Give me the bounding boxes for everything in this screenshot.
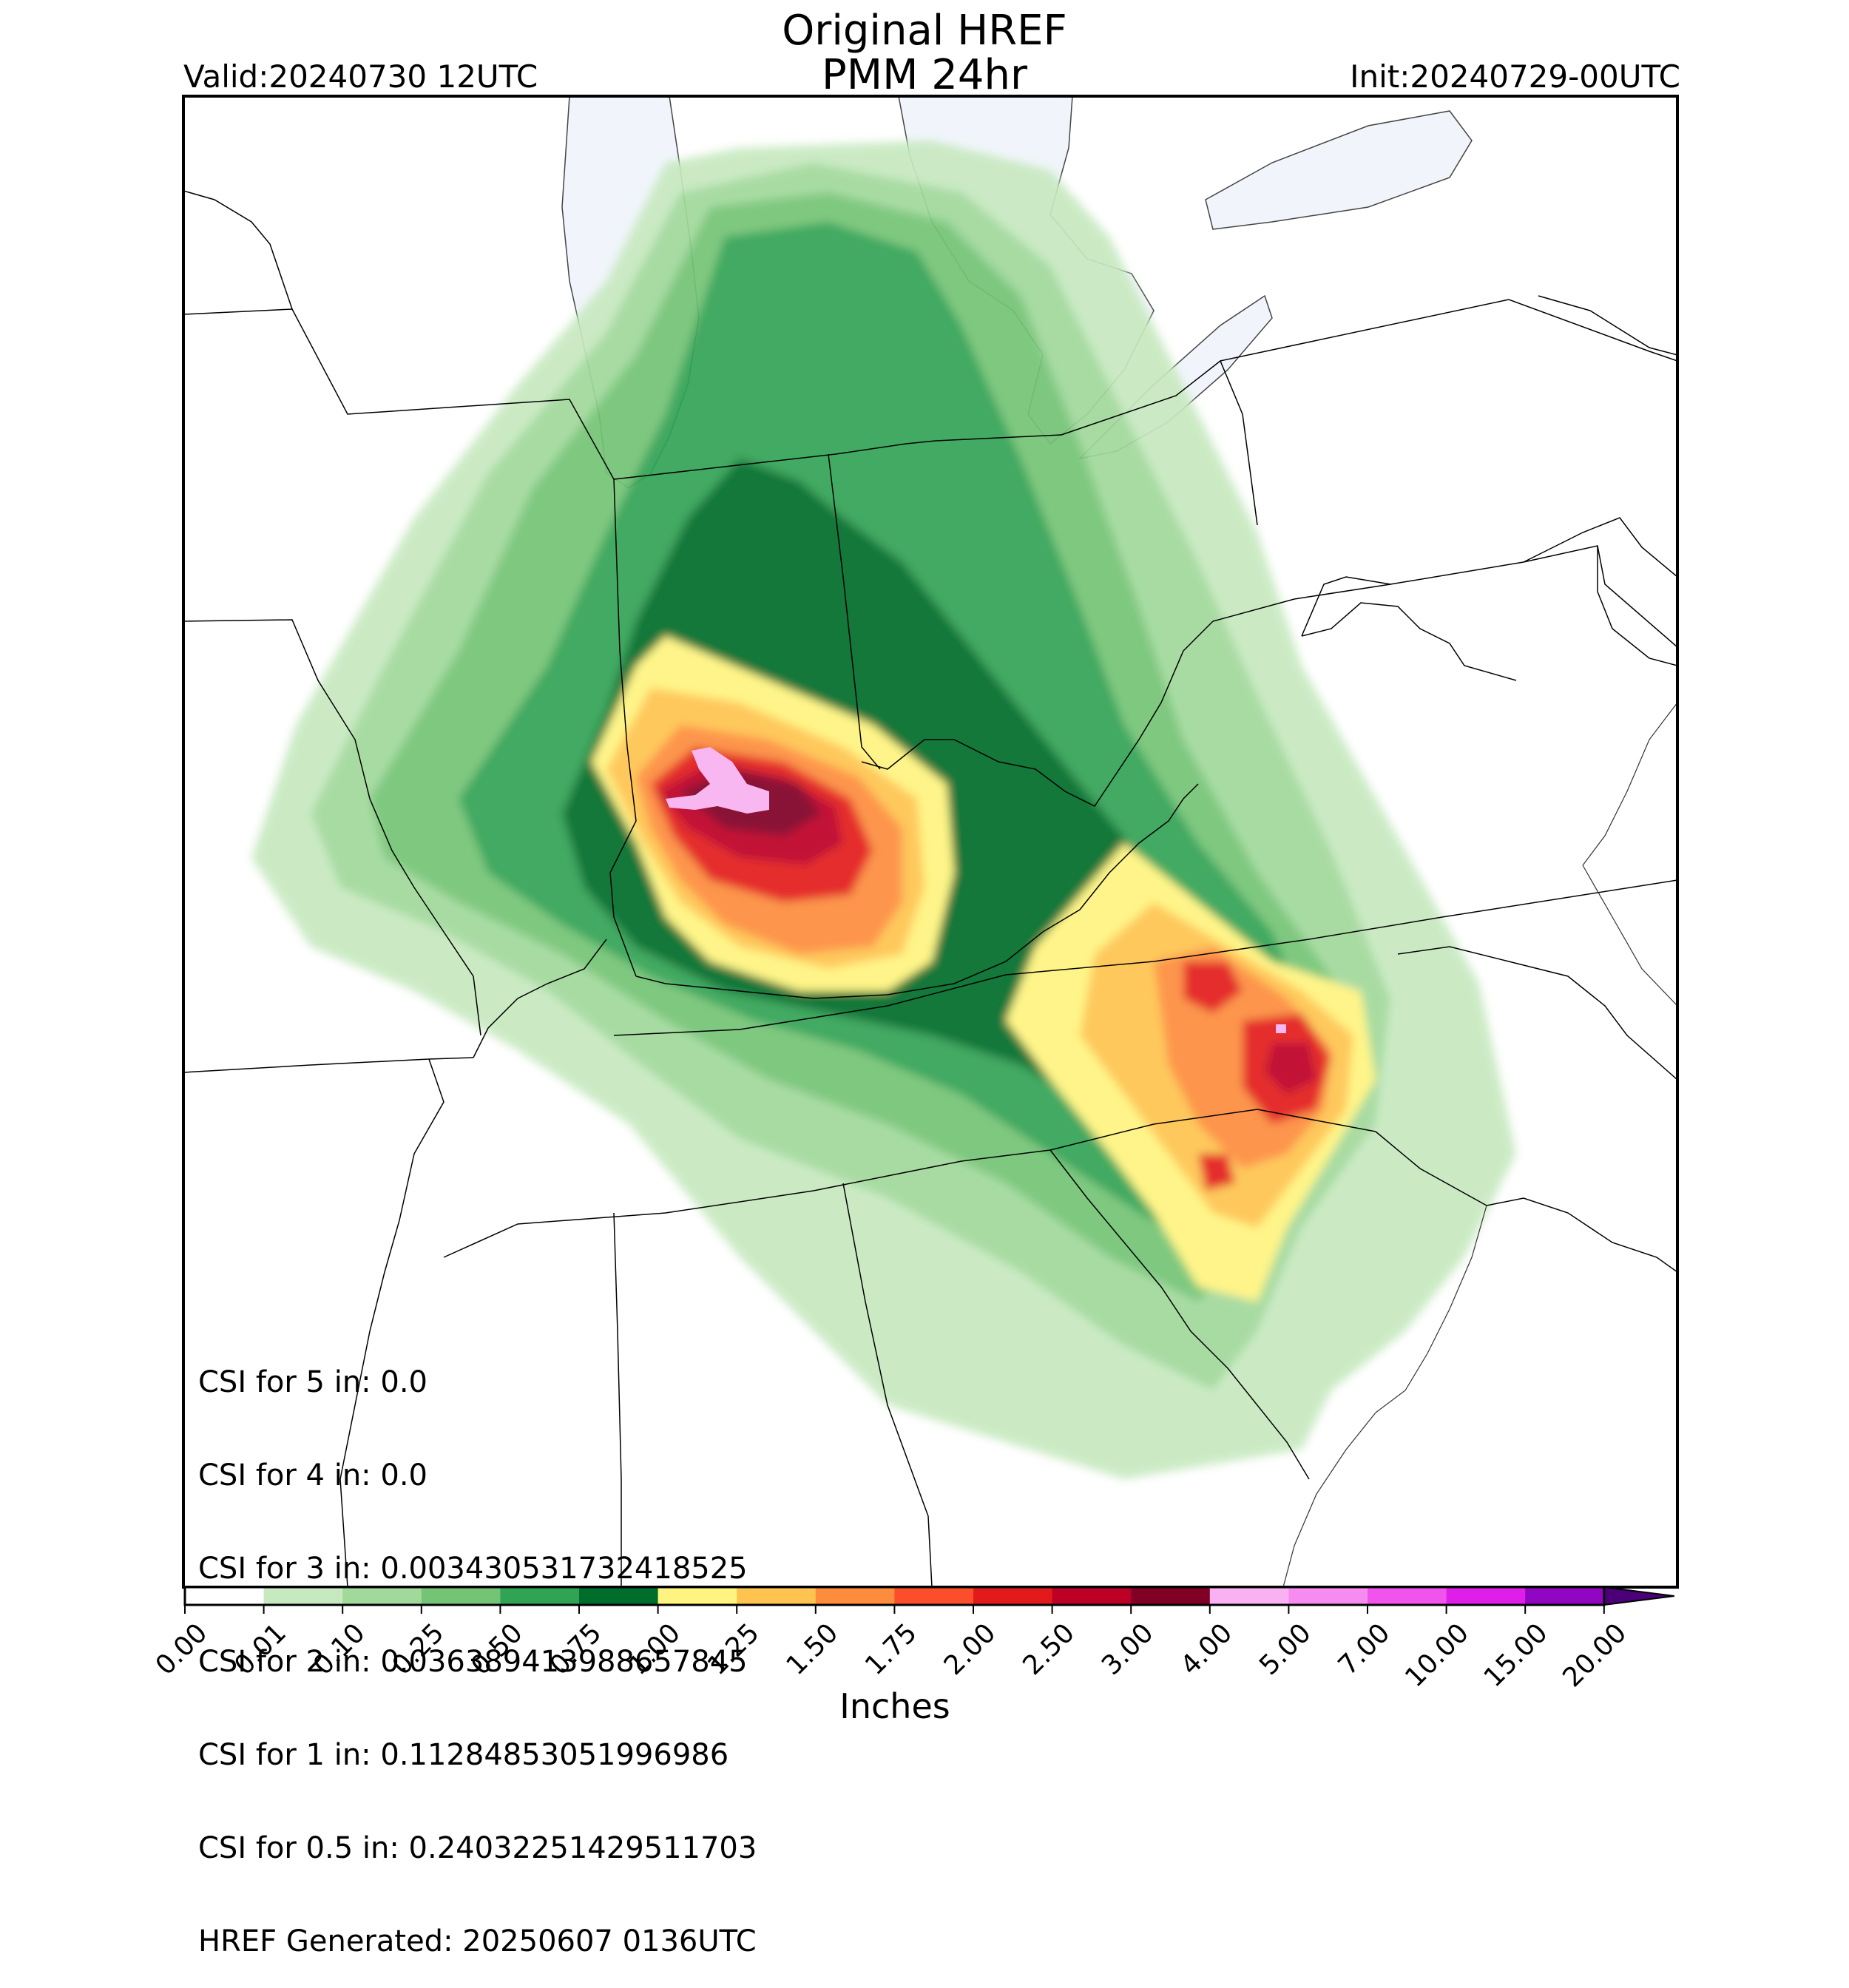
precip-field	[251, 141, 1516, 1479]
init-time-label: Init:20240729-00UTC	[1350, 58, 1680, 95]
csi-line: CSI for 4 in: 0.0	[198, 1458, 427, 1492]
shorelines	[1282, 702, 1677, 1587]
csi-line: CSI for 5 in: 0.0	[198, 1365, 427, 1399]
csi-stats: CSI for 5 in: 0.0 CSI for 4 in: 0.0 CSI …	[198, 1305, 757, 1988]
csi-line: CSI for 0.5 in: 0.24032251429511703	[198, 1831, 757, 1865]
chart-title-line2: PMM 24hr	[822, 51, 1027, 99]
generated-line: HREF Generated: 20250607 0136UTC	[198, 1924, 757, 1958]
lake-ontario	[1205, 110, 1473, 230]
state-borders	[183, 190, 1677, 1587]
csi-line: CSI for 1 in: 0.11284853051996986	[198, 1738, 729, 1772]
precip-max-cell	[1276, 1024, 1286, 1033]
valid-time-label: Valid:20240730 12UTC	[183, 58, 538, 95]
csi-line: CSI for 2 in: 0.036389413988657845	[198, 1645, 748, 1679]
precip-map	[182, 95, 1679, 1589]
precip-max-area	[666, 747, 769, 814]
colorbar-unit-label: Inches	[839, 1686, 950, 1726]
chart-title-line1: Original HREF	[782, 7, 1067, 55]
csi-line: CSI for 3 in: 0.003430531732418525	[198, 1552, 748, 1586]
